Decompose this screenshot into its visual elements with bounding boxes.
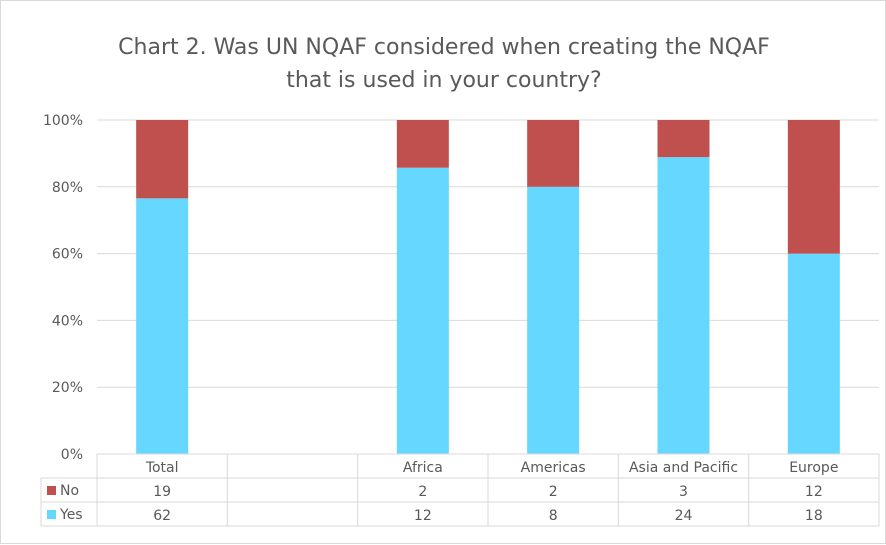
y-tick-label: 20% (52, 380, 83, 396)
bar-segment-no (527, 120, 580, 187)
chart-title-line-2: that is used in your country? (286, 68, 602, 93)
data-table-value: 8 (549, 508, 558, 524)
data-table-value: 3 (679, 484, 688, 500)
legend-key-yes (47, 510, 56, 519)
data-table-value: 12 (414, 508, 432, 524)
bar-segment-yes (136, 198, 189, 454)
category-label: Africa (403, 460, 443, 476)
y-tick-label: 80% (52, 180, 83, 196)
bar-segment-yes (787, 253, 840, 454)
bar-segment-no (396, 120, 449, 168)
data-table-value: 12 (805, 484, 823, 500)
y-tick-label: 100% (43, 113, 83, 129)
y-tick-label: 60% (52, 247, 83, 263)
bar-segment-no (787, 120, 840, 254)
bar-segment-yes (657, 157, 710, 454)
chart-title: Chart 2. Was UN NQAF considered when cre… (1, 31, 886, 97)
chart-title-line-1: Chart 2. Was UN NQAF considered when cre… (118, 35, 770, 60)
data-table-value: 2 (549, 484, 558, 500)
category-label: Total (145, 460, 179, 476)
y-tick-label: 40% (52, 313, 83, 329)
bar-segment-no (136, 120, 189, 199)
data-table-value: 24 (675, 508, 693, 524)
data-table-value: 19 (153, 484, 171, 500)
category-label: Americas (521, 460, 586, 476)
bar-segment-no (657, 120, 710, 158)
data-table-value: 2 (418, 484, 427, 500)
data-table-value: 18 (805, 508, 823, 524)
y-tick-label: 0% (61, 447, 83, 463)
category-label: Europe (789, 460, 838, 476)
bar-segment-yes (527, 186, 580, 455)
bar-segment-yes (396, 167, 449, 454)
legend-label-yes: Yes (59, 507, 83, 523)
category-label: Asia and Pacific (629, 460, 738, 476)
data-table-value: 62 (153, 508, 171, 524)
legend-label-no: No (60, 483, 79, 499)
legend-key-no (47, 486, 56, 495)
